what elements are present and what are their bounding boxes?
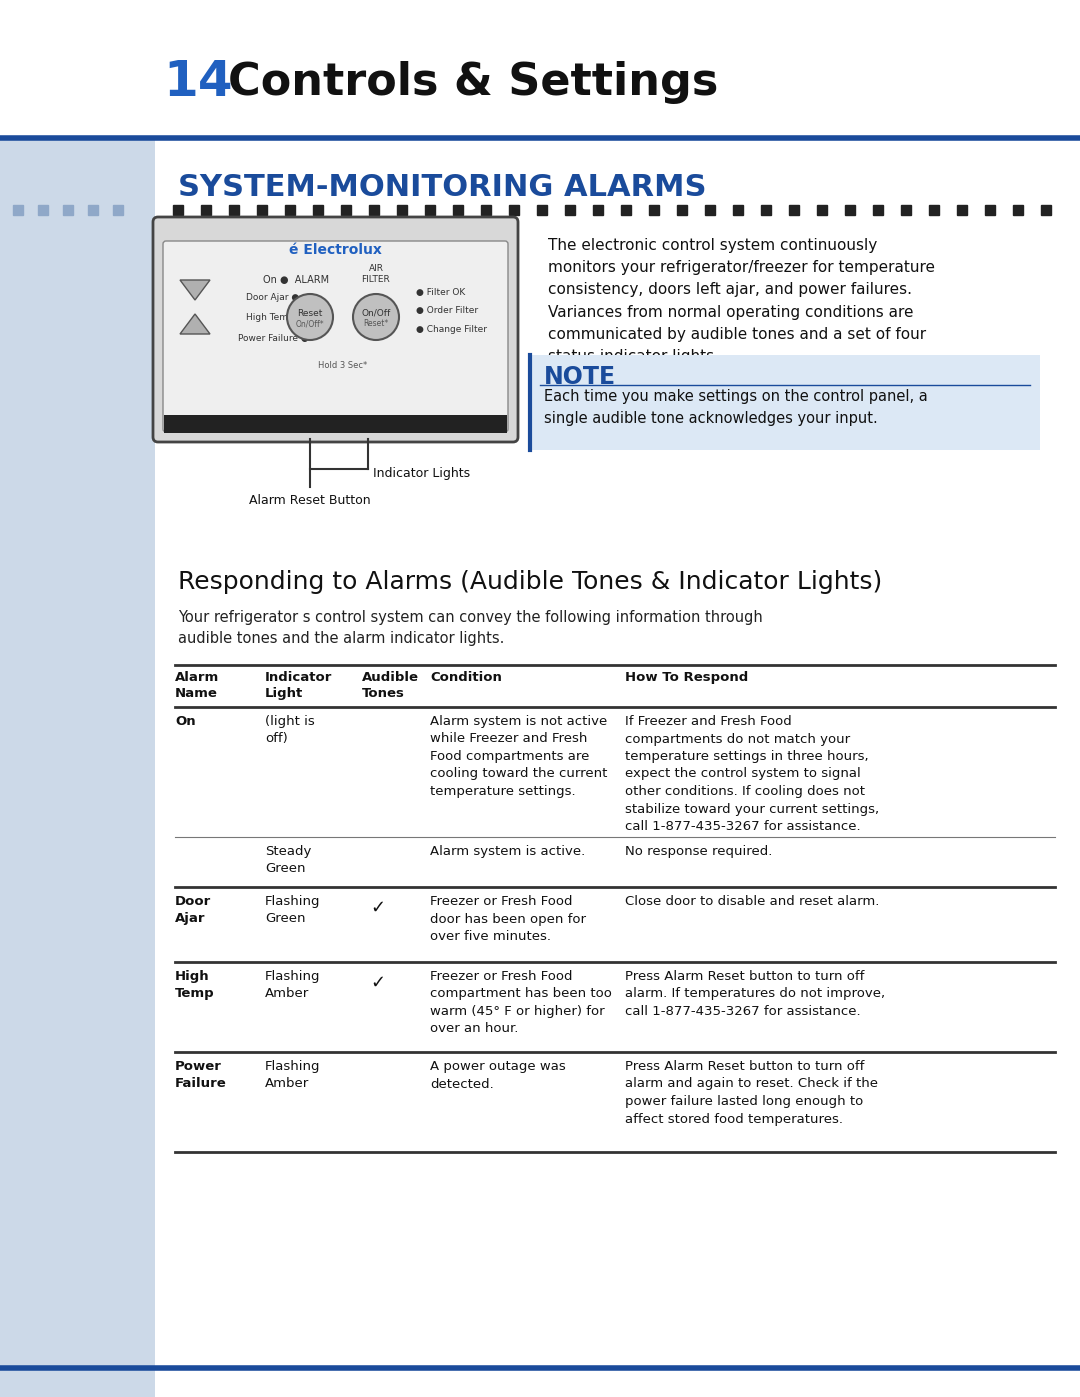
Text: Each time you make settings on the control panel, a
single audible tone acknowle: Each time you make settings on the contr… [544,388,928,426]
Text: The electronic control system continuously
monitors your refrigerator/freezer fo: The electronic control system continuous… [548,237,935,365]
Text: 14: 14 [163,59,232,106]
Text: Hold 3 Sec*: Hold 3 Sec* [319,360,367,369]
Text: Door
Ajar: Door Ajar [175,895,212,925]
Text: Alarm system is active.: Alarm system is active. [430,845,585,858]
Text: On/Off*: On/Off* [296,320,324,328]
Text: NOTE: NOTE [544,365,616,388]
Text: Reset: Reset [297,309,323,317]
Text: SYSTEM-MONITORING ALARMS: SYSTEM-MONITORING ALARMS [178,173,706,203]
Text: ✓: ✓ [370,900,386,916]
Text: Flashing
Amber: Flashing Amber [265,970,321,1000]
Text: Reset*: Reset* [363,320,389,328]
Text: Power
Failure: Power Failure [175,1060,227,1090]
Text: Door Ajar ●: Door Ajar ● [246,293,299,303]
Text: No response required.: No response required. [625,845,772,858]
Text: Flashing
Amber: Flashing Amber [265,1060,321,1090]
Text: Press Alarm Reset button to turn off
alarm. If temperatures do not improve,
call: Press Alarm Reset button to turn off ala… [625,970,886,1018]
Text: ● Order Filter: ● Order Filter [416,306,478,314]
Text: Close door to disable and reset alarm.: Close door to disable and reset alarm. [625,895,879,908]
Bar [0,0,1080,140]
Text: (light is
off): (light is off) [265,715,314,745]
Text: If Freezer and Fresh Food
compartments do not match your
temperature settings in: If Freezer and Fresh Food compartments d… [625,715,879,833]
Text: Audible
Tones: Audible Tones [362,671,419,700]
Text: A power outage was
detected.: A power outage was detected. [430,1060,566,1091]
Text: Indicator
Light: Indicator Light [265,671,333,700]
Text: Press Alarm Reset button to turn off
alarm and again to reset. Check if the
powe: Press Alarm Reset button to turn off ala… [625,1060,878,1126]
FancyBboxPatch shape [163,242,508,432]
Text: Your refrigerator s control system can convey the following information through
: Your refrigerator s control system can c… [178,610,762,645]
Text: Indicator Lights: Indicator Lights [373,468,470,481]
Text: Flashing
Green: Flashing Green [265,895,321,925]
Bar [530,355,1040,450]
Text: Alarm system is not active
while Freezer and Fresh
Food compartments are
cooling: Alarm system is not active while Freezer… [430,715,607,798]
Bar [0,0,156,1397]
Bar [164,415,507,433]
Text: ● Change Filter: ● Change Filter [416,326,487,334]
Text: Alarm Reset Button: Alarm Reset Button [249,495,370,507]
Text: Controls & Settings: Controls & Settings [228,60,718,103]
Circle shape [287,293,333,339]
Polygon shape [180,314,210,334]
Circle shape [353,293,399,339]
Text: Freezer or Fresh Food
compartment has been too
warm (45° F or higher) for
over a: Freezer or Fresh Food compartment has be… [430,970,612,1035]
Text: AIR
FILTER: AIR FILTER [362,264,390,284]
Text: é Electrolux: é Electrolux [289,243,382,257]
Text: Steady
Green: Steady Green [265,845,311,875]
Text: Power Failure ●: Power Failure ● [238,334,309,342]
Text: Responding to Alarms (Audible Tones & Indicator Lights): Responding to Alarms (Audible Tones & In… [178,570,882,594]
Text: High Temp ●: High Temp ● [246,313,305,323]
Text: ● Filter OK: ● Filter OK [416,288,465,296]
Text: How To Respond: How To Respond [625,671,748,685]
Text: Condition: Condition [430,671,502,685]
Text: High
Temp: High Temp [175,970,215,1000]
Text: On/Off: On/Off [362,309,391,317]
Text: On: On [175,715,195,728]
Text: Freezer or Fresh Food
door has been open for
over five minutes.: Freezer or Fresh Food door has been open… [430,895,586,943]
FancyBboxPatch shape [153,217,518,441]
Text: Alarm
Name: Alarm Name [175,671,219,700]
Text: On ●  ALARM: On ● ALARM [264,275,329,285]
Text: ✓: ✓ [370,974,386,992]
Polygon shape [180,279,210,300]
